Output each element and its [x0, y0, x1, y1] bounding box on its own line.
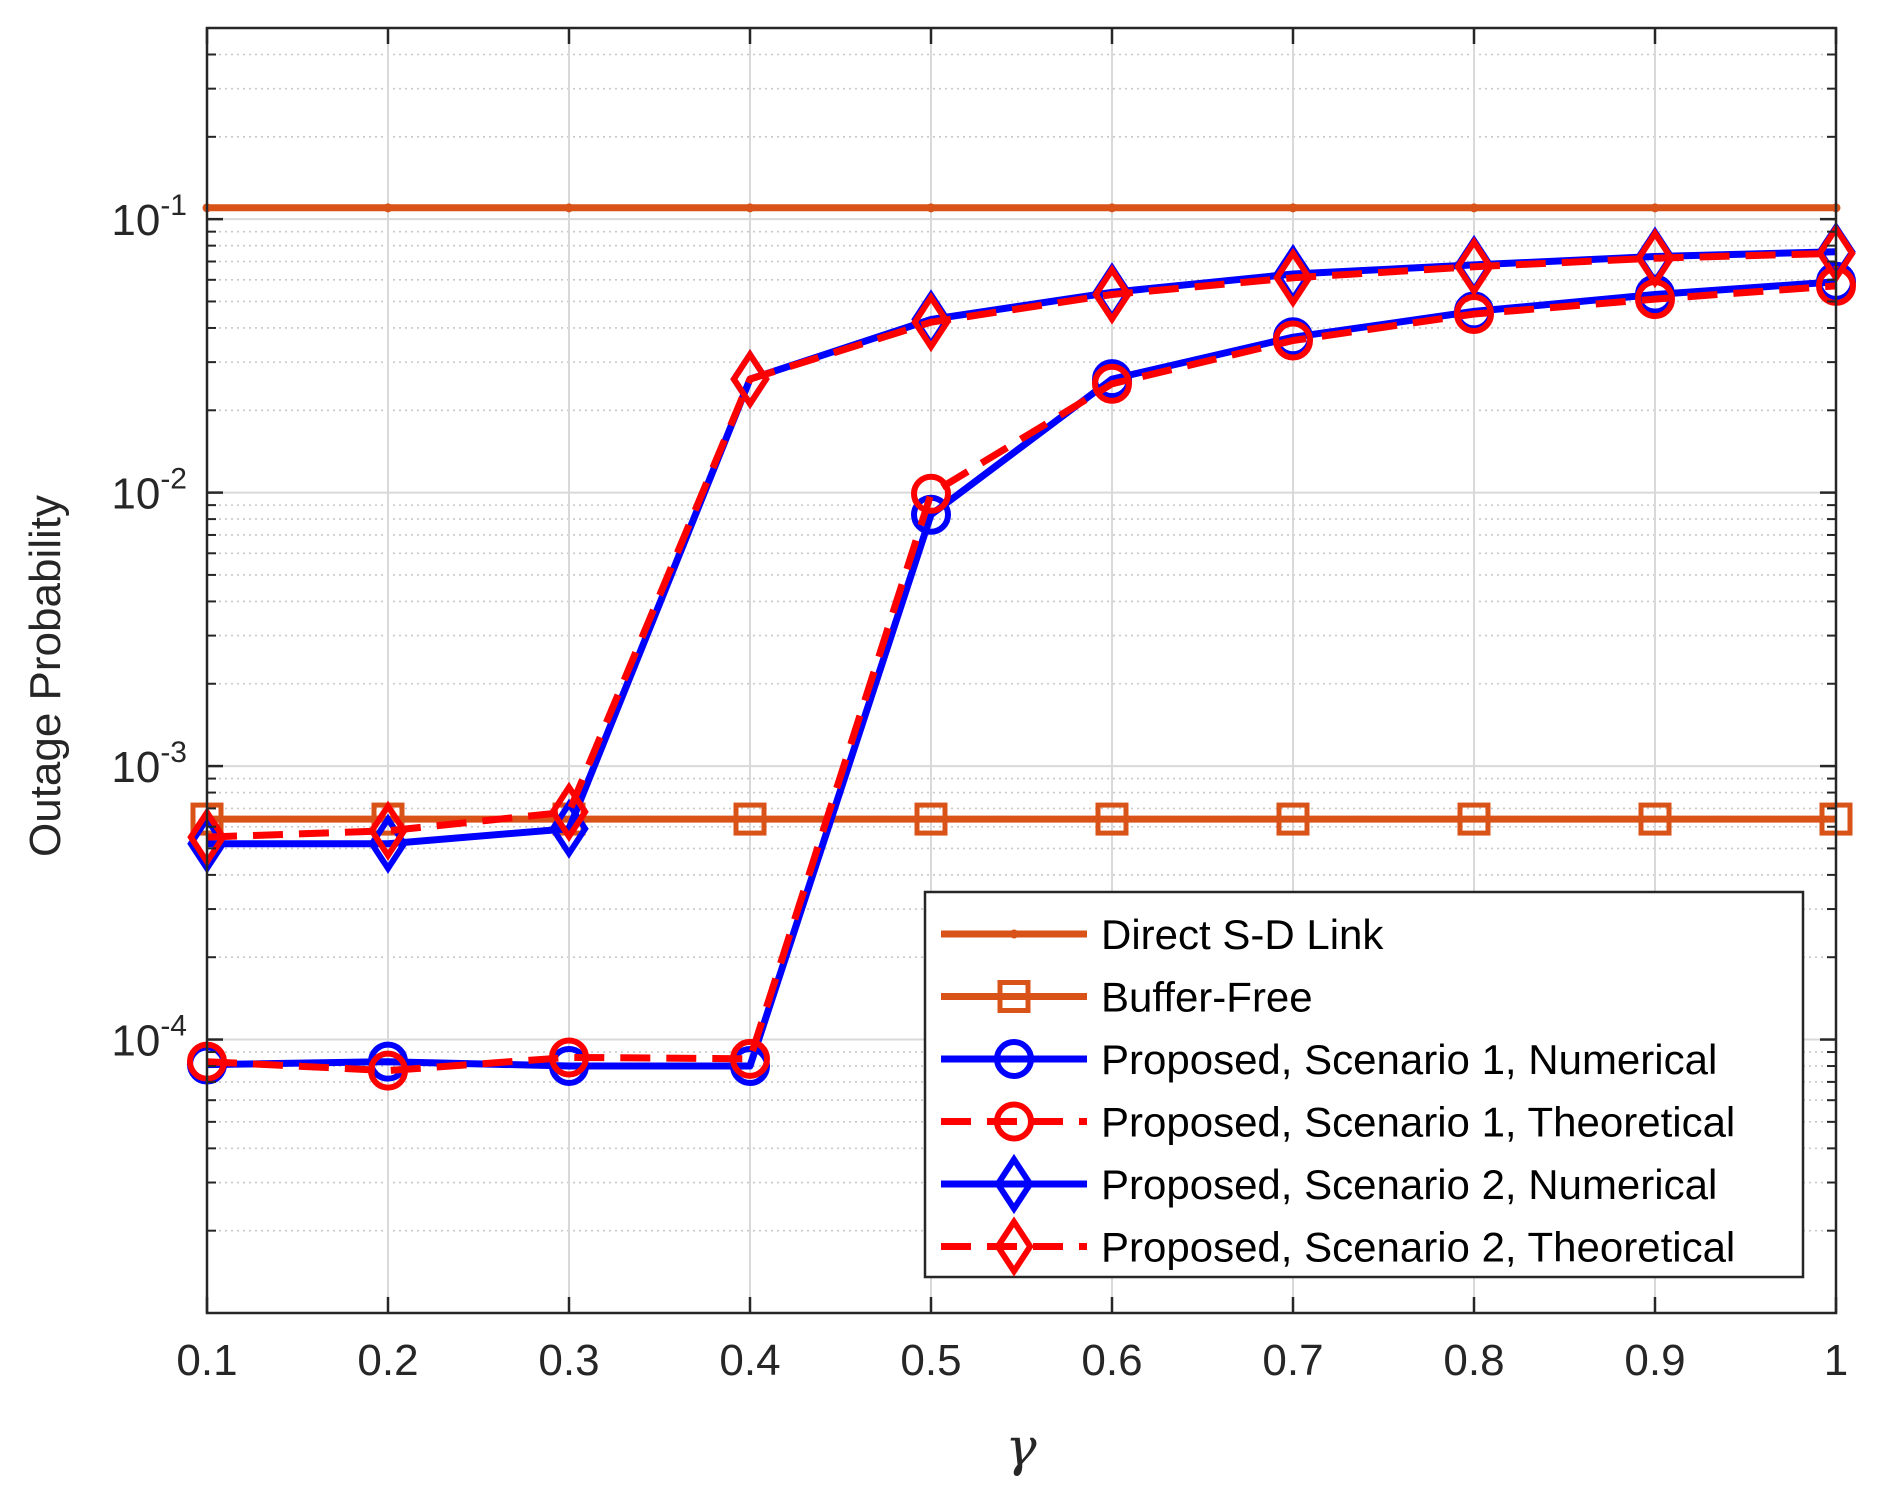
legend-label: Direct S-D Link: [1101, 911, 1384, 958]
x-tick-label: 0.7: [1262, 1336, 1323, 1385]
tick-labels: 0.1 0.2 0.3 0.4 0.5 0.6 0.7 0.8 0.9 1 10-4 10-3 10-2…: [111, 189, 1848, 1385]
x-tick-label: 0.9: [1624, 1336, 1685, 1385]
diamond-marker: [1635, 228, 1675, 289]
series-line: [206, 282, 1837, 1075]
diamond-marker: [911, 292, 951, 353]
circle-marker: [994, 1101, 1034, 1142]
circle-marker: [1454, 293, 1494, 334]
series-line: [206, 249, 1837, 841]
dot-marker: [383, 203, 393, 213]
dot-marker: [1288, 203, 1298, 213]
square-marker: [1095, 802, 1129, 836]
x-tick-label: 0.6: [1081, 1336, 1142, 1385]
legend-box: [923, 890, 1805, 1279]
legend-entry: Proposed, Scenario 2, Theoretical: [941, 1216, 1735, 1277]
dot-marker: [926, 203, 936, 213]
legend-label: Proposed, Scenario 2, Numerical: [1101, 1161, 1717, 1208]
dot-marker: [1107, 203, 1117, 213]
circle-marker: [1092, 363, 1132, 404]
x-tick-label: 0.1: [176, 1336, 237, 1385]
circle-marker: [911, 473, 951, 514]
diamond-marker: [994, 1153, 1034, 1215]
y-axis-label: Outage Probability: [21, 495, 70, 857]
dot-marker: [1650, 203, 1660, 213]
axes-box: [205, 26, 1838, 1315]
legend-label: Proposed, Scenario 2, Theoretical: [1101, 1224, 1735, 1271]
legend-entry: Proposed, Scenario 2, Numerical: [941, 1153, 1717, 1215]
x-tick-label: 0.2: [357, 1336, 418, 1385]
y-tick-label: 10-1: [111, 189, 187, 245]
diamond-marker: [1273, 247, 1313, 308]
diamond-marker: [549, 781, 589, 842]
legend: Direct S-D Link Buffer-Free Proposed, Scen…: [923, 890, 1805, 1279]
circle-marker: [1273, 320, 1313, 361]
square-marker: [1276, 802, 1310, 836]
circle-marker: [368, 1050, 408, 1091]
legend-entry: Proposed, Scenario 1, Theoretical: [941, 1099, 1735, 1146]
dot-marker: [1009, 929, 1019, 939]
y-tick-label: 10-3: [111, 736, 187, 792]
y-tick-label: 10-2: [111, 463, 187, 519]
diamond-marker: [1092, 264, 1132, 325]
diamond-marker: [730, 349, 770, 410]
legend-label: Proposed, Scenario 1, Theoretical: [1101, 1099, 1735, 1146]
circle-marker: [730, 1038, 770, 1079]
data-series: [187, 203, 1856, 1091]
x-tick-label: 0.5: [900, 1336, 961, 1385]
square-marker: [1457, 802, 1491, 836]
legend-entry: Buffer-Free: [941, 974, 1313, 1021]
x-tick-label: 1: [1824, 1336, 1848, 1385]
circle-marker: [994, 1039, 1034, 1079]
diamond-marker: [368, 800, 408, 861]
circle-marker: [549, 1037, 589, 1078]
legend-label: Buffer-Free: [1101, 974, 1313, 1021]
square-marker: [997, 980, 1031, 1013]
legend-entry: Proposed, Scenario 1, Numerical: [941, 1036, 1717, 1083]
legend-label: Proposed, Scenario 1, Numerical: [1101, 1036, 1717, 1083]
square-marker: [914, 802, 948, 836]
x-tick-label: 0.8: [1443, 1336, 1504, 1385]
legend-entry: Direct S-D Link: [941, 911, 1384, 958]
square-marker: [1638, 802, 1672, 836]
dot-marker: [1469, 203, 1479, 213]
x-axis-label: γ: [1005, 1418, 1037, 1478]
axes: [205, 26, 1838, 1315]
dot-marker: [745, 203, 755, 213]
diamond-marker: [994, 1216, 1034, 1277]
x-tick-label: 0.3: [538, 1336, 599, 1385]
dot-marker: [564, 203, 574, 213]
diamond-marker: [1454, 236, 1494, 297]
series-1: [202, 203, 1841, 213]
square-marker: [733, 802, 767, 836]
y-tick-label: 10-4: [111, 1010, 187, 1066]
x-tick-label: 0.4: [719, 1336, 780, 1385]
series-line: [206, 278, 1837, 1070]
